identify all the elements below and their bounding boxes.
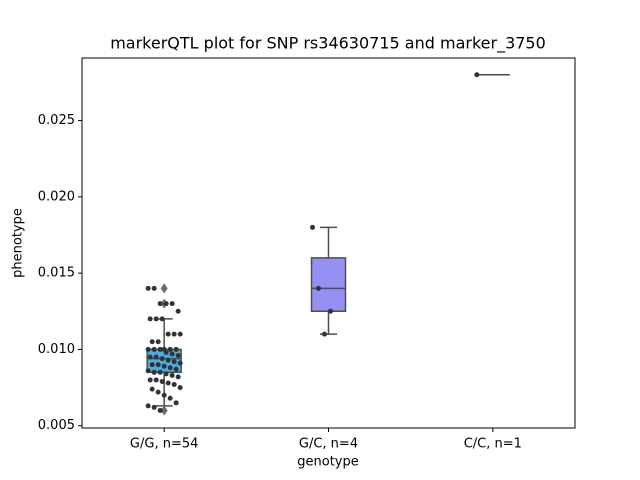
data-point: [159, 356, 165, 362]
data-point: [151, 346, 157, 352]
y-tick-label: 0.025: [38, 113, 75, 128]
data-point: [153, 316, 159, 322]
data-point: [167, 346, 173, 352]
data-point: [173, 400, 179, 406]
data-point: [151, 285, 157, 291]
data-point: [310, 224, 315, 230]
y-tick-label: 0.010: [38, 342, 75, 357]
data-point: [169, 351, 175, 357]
data-point: [147, 316, 153, 322]
data-point: [147, 377, 153, 383]
data-point: [171, 331, 177, 337]
data-point: [316, 285, 321, 291]
data-point: [175, 308, 181, 314]
x-tick-label: G/C, n=4: [299, 437, 358, 452]
data-point: [153, 377, 159, 383]
y-tick-label: 0.015: [38, 266, 75, 281]
data-point: [175, 374, 181, 380]
data-point: [145, 346, 151, 352]
y-axis-label: phenotype: [11, 208, 26, 278]
data-point: [163, 371, 169, 377]
data-point: [161, 363, 167, 369]
data-point: [328, 308, 333, 314]
data-point: [157, 346, 163, 352]
data-point: [322, 331, 327, 337]
data-point: [159, 378, 165, 384]
data-point: [157, 369, 163, 375]
data-point: [165, 380, 171, 386]
data-point: [155, 339, 161, 345]
data-point: [167, 395, 173, 401]
flier: [160, 283, 168, 294]
box: [310, 257, 347, 313]
chart-title: markerQTL plot for SNP rs34630715 and ma…: [110, 34, 546, 54]
data-point: [169, 372, 175, 378]
data-point: [474, 72, 480, 78]
data-point: [165, 357, 171, 363]
data-point: [149, 339, 155, 345]
x-axis-label: genotype: [297, 455, 358, 470]
data-point: [151, 404, 157, 410]
data-point: [177, 331, 183, 337]
data-point: [177, 385, 183, 391]
data-point: [165, 331, 171, 337]
data-point: [153, 354, 159, 360]
data-point: [145, 403, 151, 409]
data-point: [173, 366, 179, 372]
data-point: [171, 359, 177, 365]
data-point: [147, 354, 153, 360]
data-point: [171, 382, 177, 388]
data-point: [149, 386, 155, 392]
data-point: [177, 360, 183, 366]
data-point: [145, 368, 151, 374]
data-point: [155, 362, 161, 368]
flier: [160, 405, 168, 416]
y-tick-label: 0.020: [38, 189, 75, 204]
data-point: [167, 365, 173, 371]
data-point: [151, 369, 157, 375]
data-point: [175, 353, 181, 359]
data-point: [157, 407, 163, 413]
data-point: [159, 316, 165, 322]
y-tick-label: 0.005: [38, 418, 75, 433]
data-point: [163, 301, 169, 307]
data-point: [157, 301, 163, 307]
data-point: [163, 349, 169, 355]
data-point: [145, 285, 151, 291]
x-tick-label: G/G, n=54: [130, 437, 198, 452]
data-point: [155, 389, 161, 395]
data-point: [169, 301, 175, 307]
x-tick-label: C/C, n=1: [464, 437, 522, 452]
data-point: [173, 346, 179, 352]
data-point: [149, 362, 155, 368]
data-point: [161, 392, 167, 398]
